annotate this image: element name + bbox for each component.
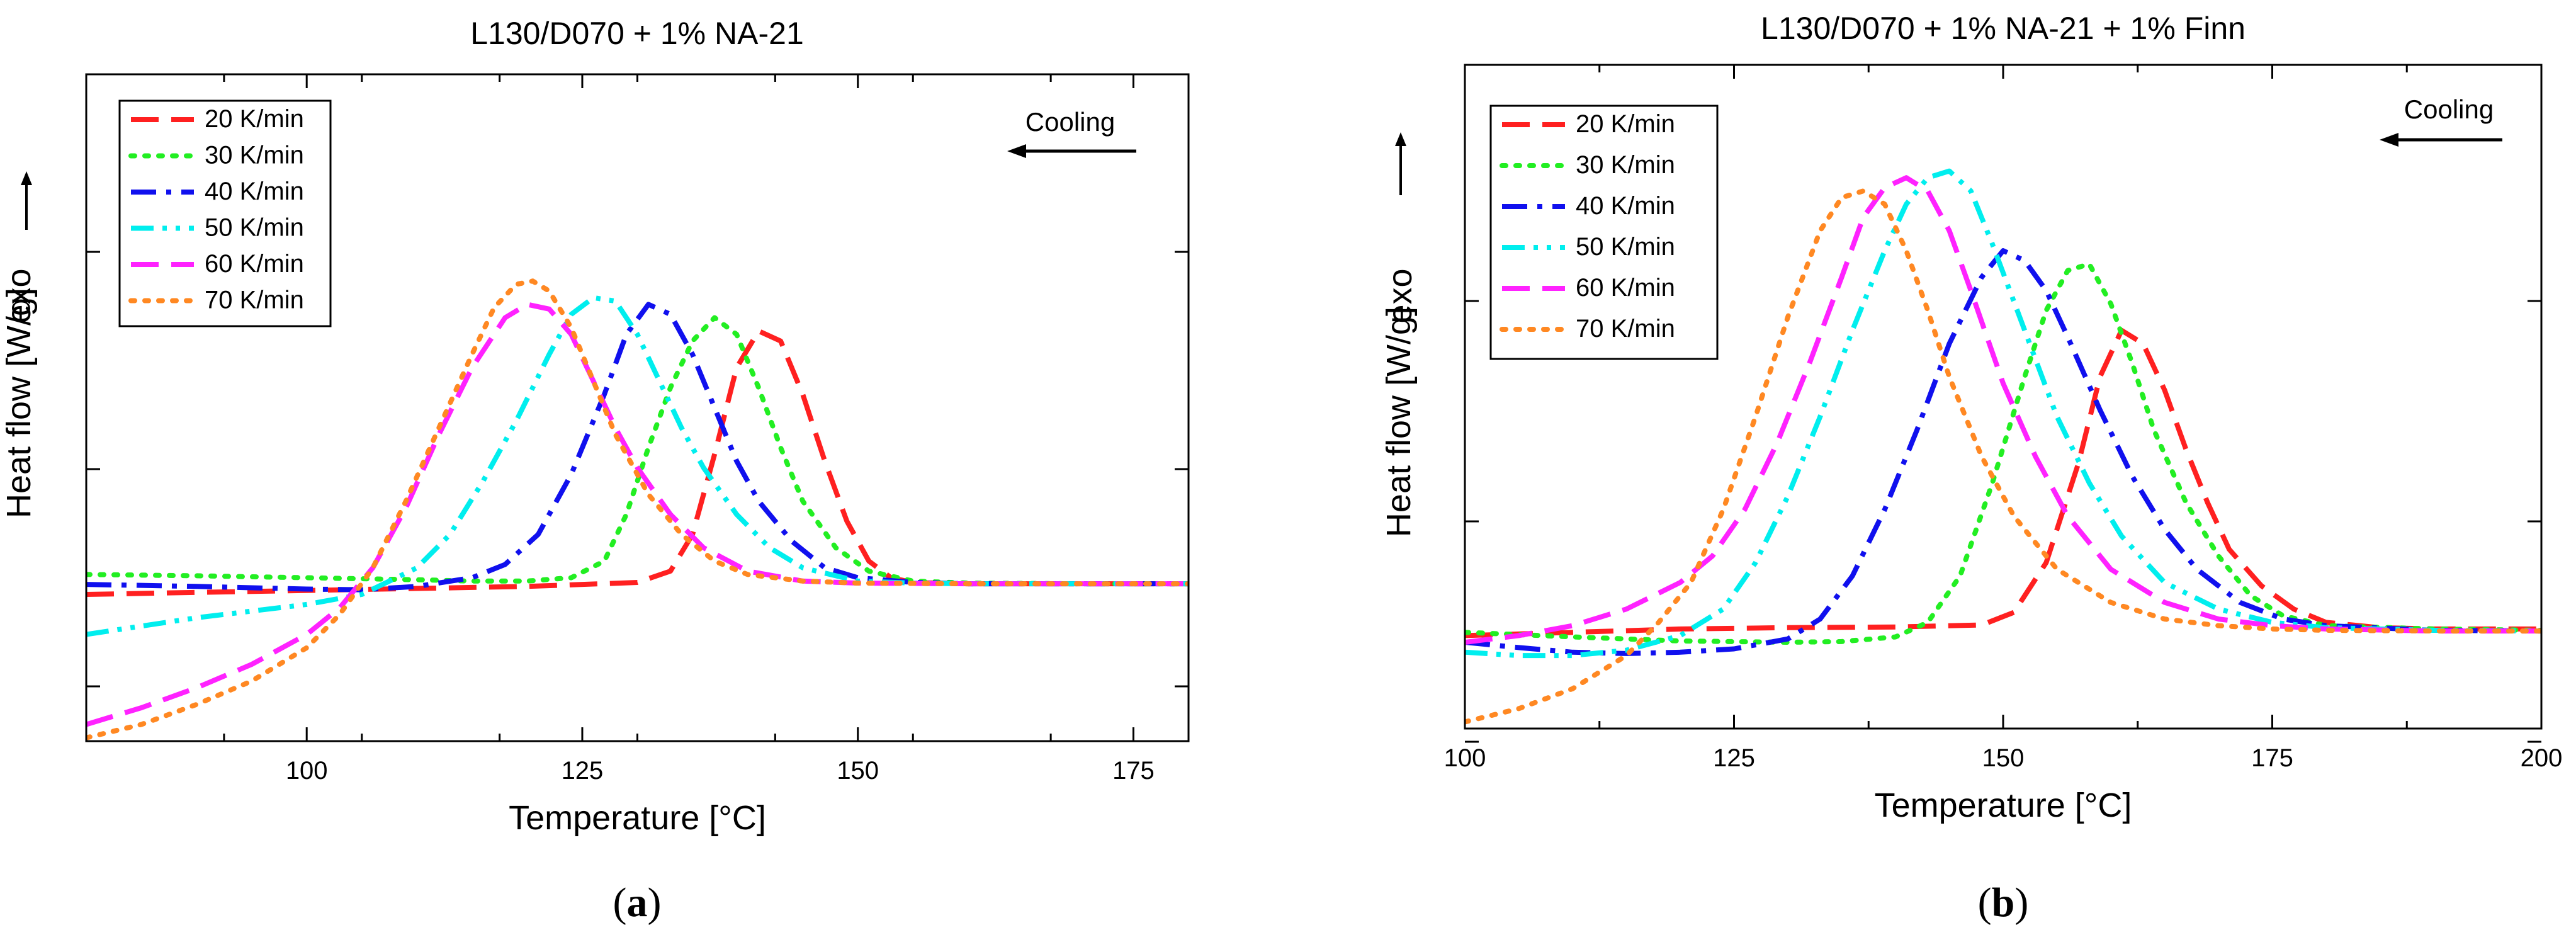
legend-label: 20 K/min [1576, 110, 1675, 138]
chart-title: L130/D070 + 1% NA-21 [470, 16, 804, 51]
x-axis-label: Temperature [°C] [1875, 786, 2132, 824]
exo-arrow-icon [21, 171, 32, 230]
legend-label: 30 K/min [1576, 151, 1675, 179]
legend-box [1489, 105, 1719, 360]
series-line-30-k-min [1465, 261, 2541, 645]
cooling-label: Cooling [2404, 94, 2494, 124]
legend-item: 40 K/min [131, 178, 304, 205]
series-line-50-k-min [86, 295, 1189, 637]
subfigure-caption: (a) [613, 880, 662, 926]
legend-box [118, 99, 332, 327]
x-tick-label: 175 [1112, 757, 1155, 785]
series-line-40-k-min [1465, 248, 2541, 656]
legend-item: 40 K/min [1502, 192, 1675, 220]
subfigure-caption: (b) [1978, 880, 2029, 926]
exo-label: exo [1381, 268, 1419, 323]
y-axis [86, 251, 1189, 688]
series-line-60-k-min [1465, 175, 2541, 645]
x-axis: 100 125 150 175 [85, 74, 1190, 785]
legend-label: 20 K/min [205, 105, 304, 133]
chart-a: L130/D070 + 1% NA-21 100 125 150 175 Temperat… [0, 16, 1190, 926]
x-tick-label: 175 [2251, 744, 2293, 772]
legend-item: 20 K/min [1502, 110, 1675, 138]
legend-label: 70 K/min [205, 287, 304, 314]
legend-item: 70 K/min [1500, 315, 1675, 343]
legend-label: 70 K/min [1576, 315, 1675, 343]
exo-label: exo [0, 268, 38, 323]
legend-label: 40 K/min [1576, 192, 1675, 220]
legend-item: 30 K/min [1500, 151, 1675, 179]
legend-label: 60 K/min [205, 250, 304, 278]
series-lines [1465, 168, 2541, 725]
x-tick-label: 150 [837, 757, 879, 785]
exo-arrow-icon [1395, 132, 1406, 195]
series-line-50-k-min [1465, 168, 2541, 659]
legend-item: 60 K/min [131, 250, 304, 278]
legend: 20 K/min 30 K/min 40 K/min 50 K/min 60 K/min… [118, 99, 332, 327]
legend-label: 30 K/min [205, 142, 304, 169]
cooling-arrow-icon [1007, 144, 1136, 158]
x-tick-label: 125 [562, 757, 604, 785]
series-line-20-k-min [86, 328, 1189, 597]
legend-item: 30 K/min [128, 142, 304, 169]
legend-item: 70 K/min [128, 287, 304, 314]
cooling-label: Cooling [1025, 107, 1115, 137]
legend-item: 20 K/min [131, 105, 304, 133]
series-line-30-k-min [86, 315, 1189, 587]
x-tick-label: 100 [1444, 744, 1486, 772]
cooling-arrow-icon [2380, 133, 2502, 147]
y-axis [1465, 300, 2541, 743]
series-line-40-k-min [86, 302, 1189, 593]
x-tick-label: 100 [286, 757, 328, 785]
x-tick-label: 150 [1982, 744, 2025, 772]
series-line-20-k-min [1465, 327, 2541, 638]
x-tick-label: 200 [2521, 744, 2563, 772]
legend: 20 K/min 30 K/min 40 K/min 50 K/min 60 K/min… [1489, 105, 1719, 360]
legend-item: 50 K/min [1502, 233, 1675, 261]
series-lines [86, 278, 1189, 741]
x-axis: 100 125 150 175 200 [1444, 65, 2563, 772]
legend-label: 40 K/min [205, 178, 304, 205]
legend-label: 50 K/min [205, 214, 304, 242]
y-axis-label: Heat flow [W/g] [1380, 307, 1418, 537]
legend-item: 50 K/min [131, 214, 304, 242]
series-line-60-k-min [86, 302, 1189, 727]
y-axis-label: Heat flow [W/g] [0, 288, 38, 518]
legend-label: 50 K/min [1576, 233, 1675, 261]
legend-item: 60 K/min [1502, 274, 1675, 302]
series-line-70-k-min [86, 278, 1189, 741]
x-tick-label: 125 [1713, 744, 1755, 772]
chart-title: L130/D070 + 1% NA-21 + 1% Finn [1761, 11, 2246, 46]
x-axis-label: Temperature [°C] [509, 799, 766, 837]
legend-label: 60 K/min [1576, 274, 1675, 302]
series-line-70-k-min [1465, 188, 2541, 725]
